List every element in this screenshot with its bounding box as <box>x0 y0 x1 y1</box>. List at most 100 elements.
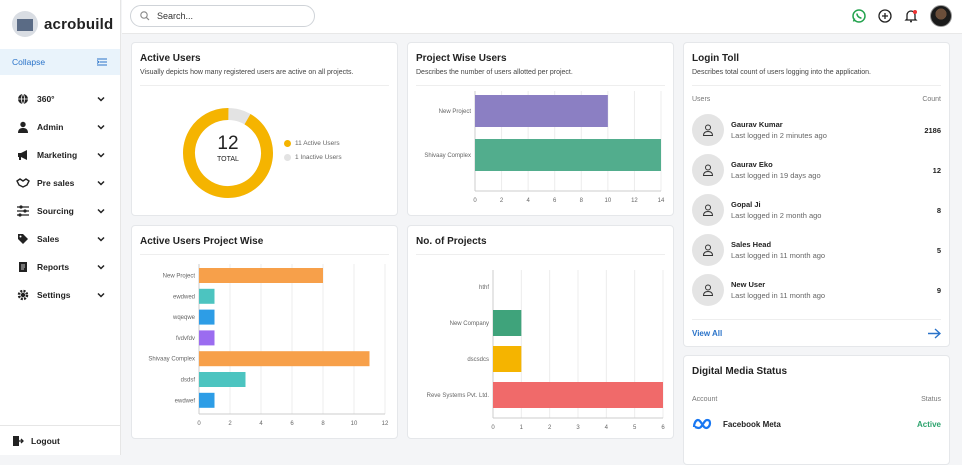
handshake-icon <box>16 176 30 190</box>
search-input[interactable] <box>157 11 297 21</box>
category-label: wqeqwe <box>172 315 196 321</box>
x-tick-label: 0 <box>197 421 201 427</box>
whatsapp-icon[interactable] <box>852 9 866 23</box>
card-title: No. of Projects <box>416 236 487 247</box>
x-tick-label: 12 <box>382 421 389 427</box>
no-of-projects-card: No. of Projects 0 1 2 3 4 5 6 hthf New Company ds… <box>407 225 674 439</box>
sidebar-nav: 360° Admin Marketing Pre sales Sourcing … <box>0 85 120 309</box>
avatar[interactable] <box>930 5 952 27</box>
chevron-down-icon <box>97 236 105 242</box>
user-name: Gaurav Kumar <box>731 120 783 129</box>
no-of-projects-chart: 0 1 2 3 4 5 6 hthf New Company dscsdcs Reve System… <box>427 270 665 431</box>
bar <box>493 346 522 372</box>
user-name: Gopal Ji <box>731 200 761 209</box>
bar <box>199 351 370 367</box>
x-tick-label: 6 <box>661 425 665 431</box>
sidebar: acrobuild Collapse 360° Admin Marketing … <box>0 0 121 455</box>
user-avatar-icon <box>692 194 724 226</box>
category-label: New Project <box>439 109 472 115</box>
active-users-card: Active Users Visually depicts how many r… <box>131 42 398 216</box>
donut-total-label: TOTAL <box>217 156 239 163</box>
bar <box>199 309 215 325</box>
list-item[interactable]: Gopal Ji Last logged in 2 month ago 8 <box>692 192 941 228</box>
list-item[interactable]: New User Last logged in 11 month ago 9 <box>692 272 941 308</box>
list-item[interactable]: Gaurav Eko Last logged in 19 days ago 12 <box>692 152 941 188</box>
user-last-login: Last logged in 2 minutes ago <box>731 131 827 140</box>
card-subtitle: Describes the number of users allotted p… <box>416 69 573 76</box>
bar <box>199 288 215 304</box>
donut-active-slice <box>183 108 273 198</box>
user-count: 8 <box>936 205 941 215</box>
col-users: Users <box>692 96 711 103</box>
category-label: fvdvfdv <box>176 336 195 342</box>
bar <box>493 382 663 408</box>
collapse-button[interactable]: Collapse <box>0 49 120 75</box>
x-tick-label: 4 <box>605 425 609 431</box>
chevron-down-icon <box>97 152 105 158</box>
collapse-icon <box>97 58 107 66</box>
sidebar-item-label: Marketing <box>37 150 78 160</box>
user-name: New User <box>731 280 766 289</box>
user-avatar-icon <box>692 274 724 306</box>
col-count: Count <box>922 96 941 103</box>
bar <box>199 268 323 283</box>
globe-icon <box>16 92 30 106</box>
card-subtitle: Describes total count of users logging i… <box>692 69 871 76</box>
user-count: 9 <box>936 285 941 295</box>
x-tick-label: 10 <box>351 421 358 427</box>
sidebar-item-sourcing[interactable]: Sourcing <box>0 197 120 225</box>
chevron-down-icon <box>97 264 105 270</box>
category-label: dscsdcs <box>467 357 489 363</box>
category-label: New Company <box>450 321 489 327</box>
project-wise-users-chart: 0 2 4 6 8 10 12 14 New Project Shivaay Complex <box>424 91 665 204</box>
add-icon[interactable] <box>878 9 892 23</box>
logout-label: Logout <box>31 435 60 446</box>
sidebar-item-reports[interactable]: Reports <box>0 253 120 281</box>
search-box[interactable] <box>130 5 315 27</box>
view-all-link[interactable]: View All <box>692 319 941 339</box>
brand-logo <box>12 11 38 37</box>
x-tick-label: 0 <box>473 198 477 204</box>
chevron-down-icon <box>97 208 105 214</box>
list-item[interactable]: Sales Head Last logged in 11 month ago 5 <box>692 232 941 268</box>
divider <box>416 85 665 86</box>
sliders-icon <box>16 204 30 218</box>
category-label: Shivaay Complex <box>148 357 195 363</box>
project-wise-users-card: Project Wise Users Describes the number … <box>407 42 674 216</box>
card-title: Active Users <box>140 53 201 64</box>
arrow-right-icon <box>928 328 941 339</box>
x-tick-label: 3 <box>576 425 580 431</box>
megaphone-icon <box>16 148 30 162</box>
category-label: Reve Systems Pvt. Ltd. <box>427 393 490 399</box>
table-row[interactable]: Facebook Meta Active <box>692 418 941 430</box>
user-last-login: Last logged in 2 month ago <box>731 211 822 220</box>
digital-media-status-card: Digital Media Status Account Status Face… <box>683 355 950 465</box>
account-name: Facebook Meta <box>723 419 781 429</box>
card-subtitle: Visually depicts how many registered use… <box>140 69 354 76</box>
sidebar-item-360[interactable]: 360° <box>0 85 120 113</box>
logout-button[interactable]: Logout <box>0 425 121 455</box>
bar <box>199 392 215 408</box>
sidebar-item-pre-sales[interactable]: Pre sales <box>0 169 120 197</box>
sidebar-item-admin[interactable]: Admin <box>0 113 120 141</box>
status-badge: Active <box>916 419 941 429</box>
search-icon <box>140 11 150 21</box>
notification-bell-icon[interactable] <box>904 9 918 23</box>
brand[interactable]: acrobuild <box>0 0 120 48</box>
category-label: Shivaay Complex <box>424 153 471 159</box>
category-label: New Project <box>163 274 196 280</box>
sidebar-item-sales[interactable]: Sales <box>0 225 120 253</box>
chevron-down-icon <box>97 96 105 102</box>
col-account: Account <box>692 396 718 403</box>
user-count: 12 <box>932 165 941 175</box>
sidebar-item-label: Pre sales <box>37 178 75 188</box>
sidebar-item-settings[interactable]: Settings <box>0 281 120 309</box>
x-tick-label: 8 <box>580 198 584 204</box>
x-tick-label: 2 <box>500 198 504 204</box>
card-title: Login Toll <box>692 53 740 64</box>
tag-icon <box>16 232 30 246</box>
active-users-project-wise-card: Active Users Project Wise 0 2 4 6 8 10 12 New P… <box>131 225 398 439</box>
user-name: Gaurav Eko <box>731 160 773 169</box>
sidebar-item-marketing[interactable]: Marketing <box>0 141 120 169</box>
list-item[interactable]: Gaurav Kumar Last logged in 2 minutes ago… <box>692 112 941 148</box>
